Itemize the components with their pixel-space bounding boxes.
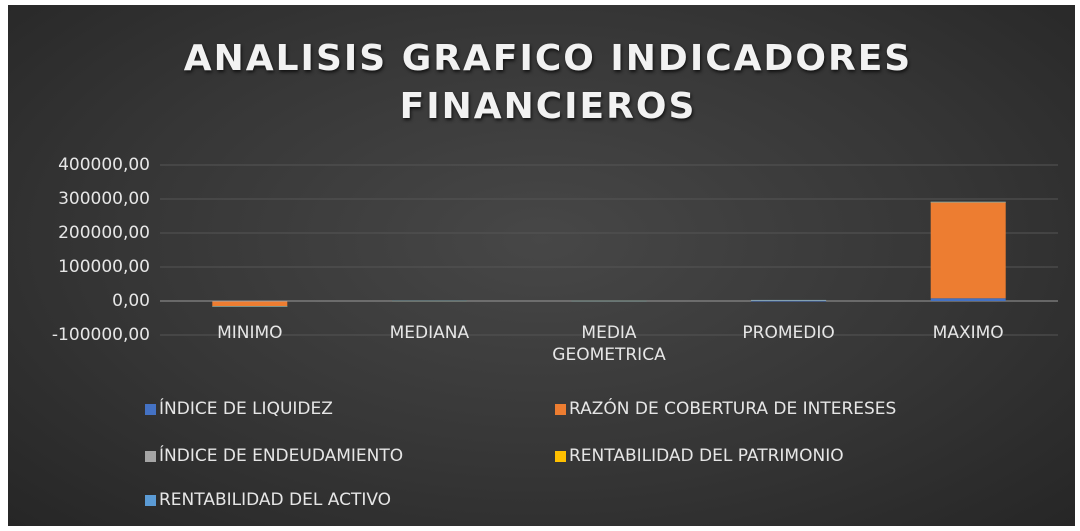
y-tick-label: 200000,00 <box>58 223 150 243</box>
bar <box>751 300 827 301</box>
y-tick-label: -100000,00 <box>51 325 150 345</box>
plot <box>160 164 1058 336</box>
chart-title: ANALISIS GRAFICO INDICADORES FINANCIEROS <box>183 38 913 127</box>
bar <box>930 202 1006 299</box>
x-tick-label: MEDIANA <box>389 323 470 343</box>
legend-label: ÍNDICE DE LIQUIDEZ <box>159 399 333 419</box>
bar <box>930 201 1006 203</box>
bar <box>751 299 827 301</box>
bar <box>212 306 288 307</box>
bar <box>212 301 288 307</box>
y-tick-label: 300000,00 <box>58 189 150 209</box>
bar <box>212 300 288 302</box>
legend-label: RENTABILIDAD DEL ACTIVO <box>159 490 392 510</box>
legend-entry: RENTABILIDAD DEL ACTIVO <box>145 490 391 510</box>
x-tick-label: MEDIA GEOMETRICA <box>552 323 666 365</box>
legend-label: ÍNDICE DE ENDEUDAMIENTO <box>159 446 404 466</box>
chart: ANALISIS GRAFICO INDICADORES FINANCIEROS… <box>8 5 1075 526</box>
legend-swatch <box>145 403 156 415</box>
x-tick-label: PROMEDIO <box>742 323 835 343</box>
x-tick-label: MINIMO <box>217 323 283 343</box>
legend-entry: RENTABILIDAD DEL PATRIMONIO <box>555 446 844 466</box>
legend-swatch <box>555 403 566 415</box>
legend-label: RENTABILIDAD DEL PATRIMONIO <box>569 446 844 466</box>
y-tick-label: 400000,00 <box>58 155 150 175</box>
legend-swatch <box>145 450 156 462</box>
x-tick-label: MAXIMO <box>932 323 1004 343</box>
legend-label: RAZÓN DE COBERTURA DE INTERESES <box>569 399 897 419</box>
legend-swatch <box>555 450 566 462</box>
bar <box>930 298 1006 301</box>
y-tick-label: 100000,00 <box>58 257 150 277</box>
legend-entry: RAZÓN DE COBERTURA DE INTERESES <box>555 399 896 419</box>
bar <box>391 300 467 302</box>
legend-entry: ÍNDICE DE LIQUIDEZ <box>145 399 333 419</box>
legend-swatch <box>145 494 156 506</box>
bar <box>751 300 827 302</box>
legend-entry: ÍNDICE DE ENDEUDAMIENTO <box>145 446 403 466</box>
bar <box>571 300 647 302</box>
y-tick-label: 0,00 <box>112 291 150 311</box>
